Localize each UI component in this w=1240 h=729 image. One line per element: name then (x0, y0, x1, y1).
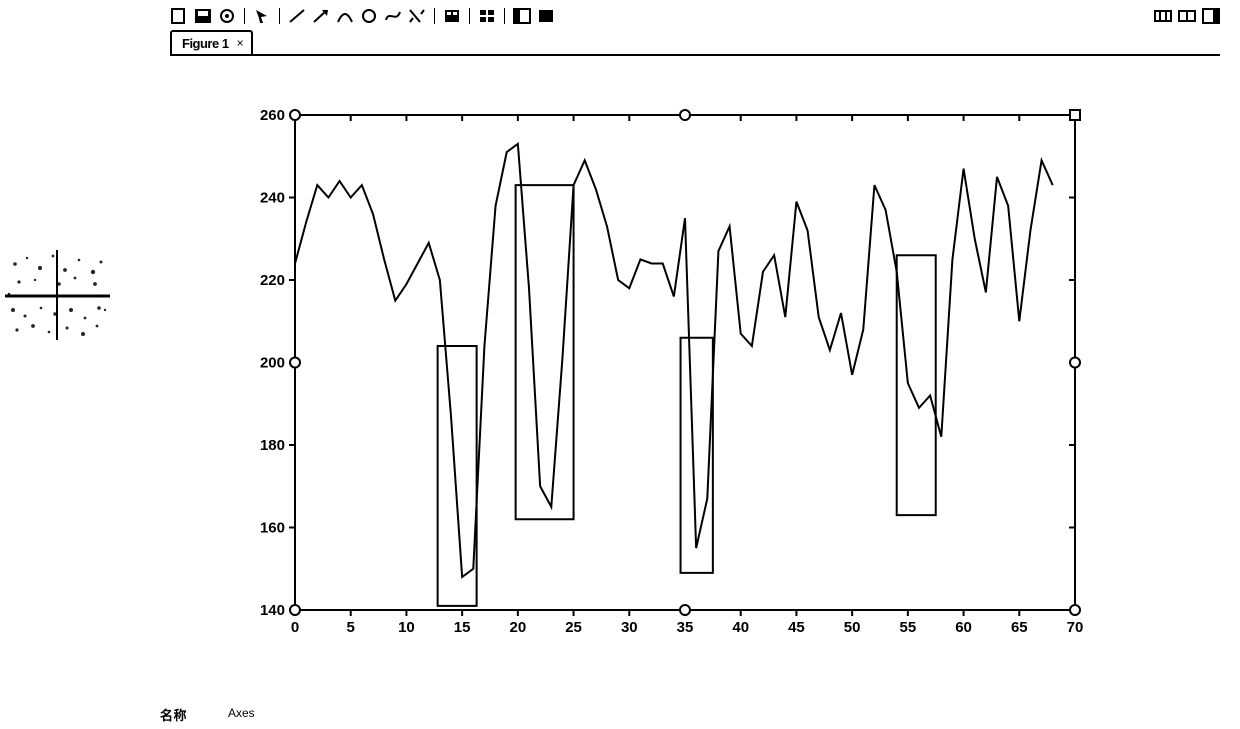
grid-icon[interactable] (478, 8, 496, 24)
print-icon[interactable] (218, 8, 236, 24)
svg-text:40: 40 (732, 619, 749, 636)
curve-icon[interactable] (384, 8, 402, 24)
toolbar-separator (279, 8, 280, 24)
svg-text:5: 5 (347, 619, 355, 636)
svg-text:220: 220 (260, 272, 285, 289)
property-panel-label: 名称 (160, 705, 187, 724)
svg-text:50: 50 (844, 619, 861, 636)
svg-text:30: 30 (621, 619, 638, 636)
line-icon[interactable] (288, 8, 306, 24)
layout-a-icon[interactable] (1154, 8, 1172, 24)
layout-c-icon[interactable] (1202, 8, 1220, 24)
svg-text:60: 60 (955, 619, 972, 636)
circle-icon[interactable] (360, 8, 378, 24)
save-icon[interactable] (194, 8, 212, 24)
close-icon[interactable]: × (237, 36, 244, 50)
svg-text:240: 240 (260, 190, 285, 207)
toolbar-separator (469, 8, 470, 24)
chart-svg[interactable]: 0 5 10 15 20 25 30 35 40 45 50 55 60 65 70 140 160 180 200… (255, 105, 1085, 640)
new-file-icon[interactable] (170, 8, 188, 24)
dock-icon[interactable] (513, 8, 531, 24)
crop-icon[interactable] (408, 8, 426, 24)
property-panel-value: Axes (228, 706, 255, 720)
layout-b-icon[interactable] (1178, 8, 1196, 24)
svg-text:25: 25 (565, 619, 582, 636)
figure-tab[interactable]: Figure 1 × (170, 30, 253, 54)
svg-text:160: 160 (260, 520, 285, 537)
svg-text:45: 45 (788, 619, 805, 636)
toolbar-left-group (170, 8, 555, 24)
svg-text:10: 10 (398, 619, 415, 636)
svg-text:140: 140 (260, 602, 285, 619)
svg-text:35: 35 (677, 619, 694, 636)
toolbar-right-group (1154, 8, 1220, 24)
svg-text:0: 0 (291, 619, 299, 636)
thumbnail-image (5, 250, 110, 340)
line-chart[interactable]: 0 5 10 15 20 25 30 35 40 45 50 55 60 65 70 140 160 180 200… (255, 105, 1085, 640)
figure-tab-label: Figure 1 (182, 36, 229, 51)
toolbar-separator (434, 8, 435, 24)
svg-text:70: 70 (1067, 619, 1084, 636)
square-icon[interactable] (537, 8, 555, 24)
pointer-icon[interactable] (253, 8, 271, 24)
svg-text:65: 65 (1011, 619, 1028, 636)
toolbar-separator (244, 8, 245, 24)
svg-text:15: 15 (454, 619, 471, 636)
toolbar-separator (504, 8, 505, 24)
toolbar (170, 2, 1220, 30)
svg-text:55: 55 (900, 619, 917, 636)
arrow-icon[interactable] (312, 8, 330, 24)
figure-tab-strip: Figure 1 × (170, 30, 1220, 56)
svg-text:260: 260 (260, 107, 285, 124)
svg-text:180: 180 (260, 437, 285, 454)
svg-text:200: 200 (260, 355, 285, 372)
palette-icon[interactable] (443, 8, 461, 24)
svg-text:20: 20 (510, 619, 527, 636)
arc-icon[interactable] (336, 8, 354, 24)
